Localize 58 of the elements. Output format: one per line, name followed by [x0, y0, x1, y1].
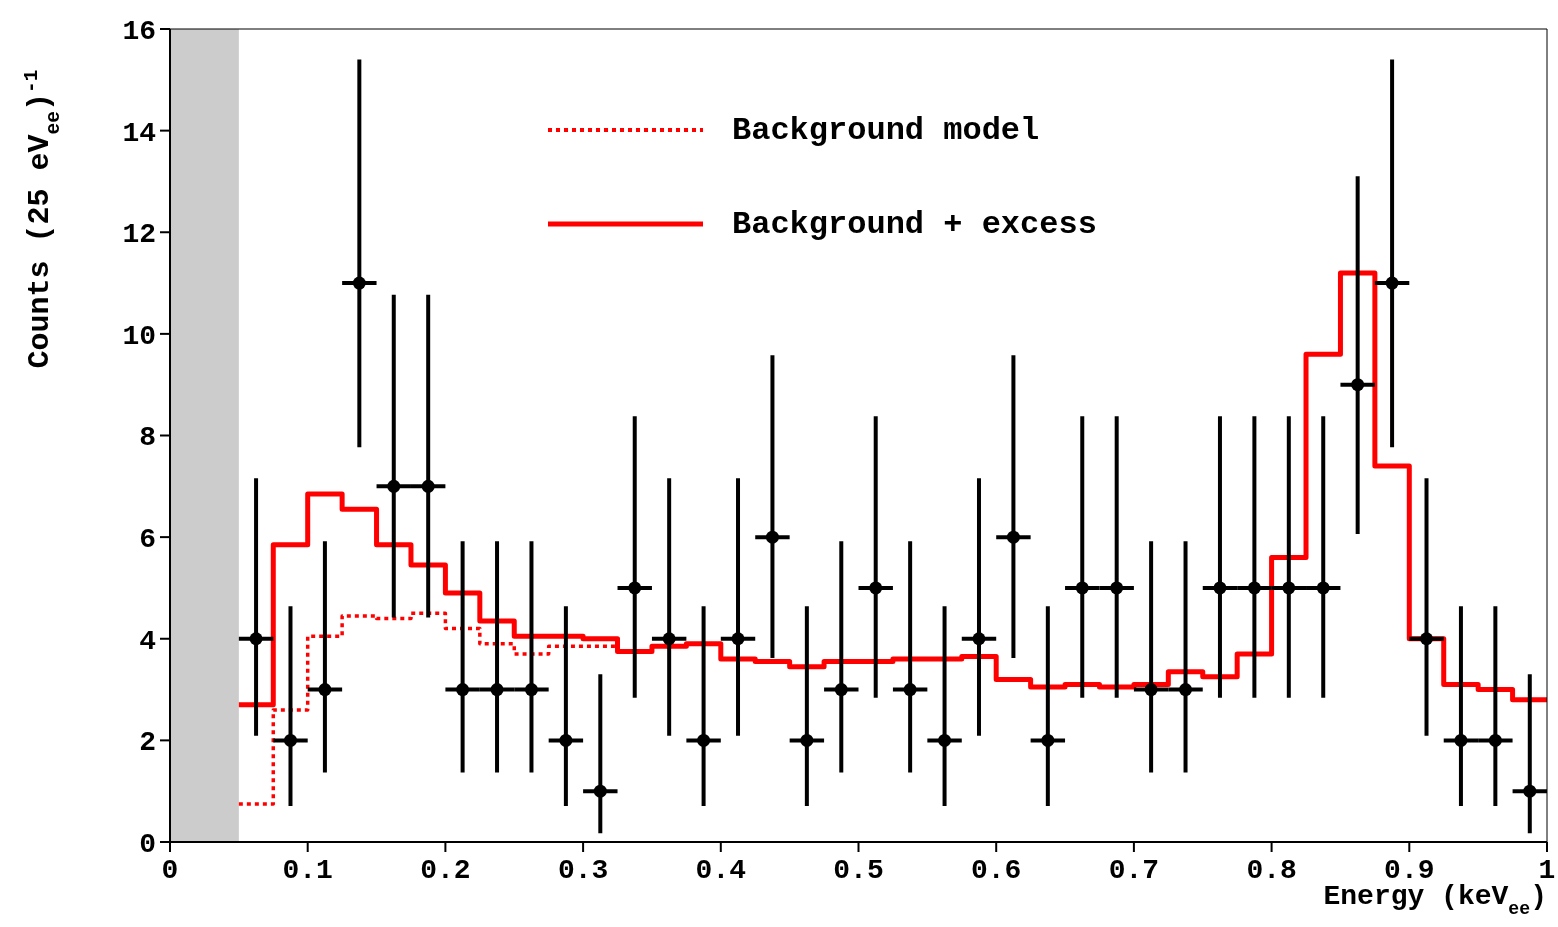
y-tick-label: 10	[122, 320, 156, 352]
point	[972, 632, 986, 646]
point	[1041, 733, 1055, 747]
point	[421, 479, 435, 493]
point	[903, 683, 917, 697]
point	[697, 733, 711, 747]
point	[1351, 378, 1365, 392]
y-tick-label: 8	[139, 422, 156, 454]
point	[869, 581, 883, 595]
x-tick-label: 0.5	[833, 854, 884, 886]
point	[765, 530, 779, 544]
legend-label: Background model	[732, 111, 1040, 149]
x-tick-label: 0.3	[557, 854, 609, 886]
point	[352, 276, 366, 290]
point	[731, 632, 745, 646]
x-tick-label: 0.8	[1246, 854, 1297, 886]
point	[1110, 581, 1124, 595]
legend-label: Background + excess	[732, 205, 1097, 243]
y-tick-label: 6	[139, 524, 156, 556]
point	[1523, 784, 1537, 798]
point	[490, 683, 504, 697]
x-tick-label: 0.7	[1108, 854, 1160, 886]
point	[456, 683, 470, 697]
point	[593, 784, 607, 798]
x-tick-label: 0.4	[695, 854, 747, 886]
x-tick-label: 0.1	[282, 854, 333, 886]
y-tick-label: 14	[122, 117, 156, 149]
y-tick-label: 2	[139, 727, 156, 759]
point	[559, 733, 573, 747]
point	[387, 479, 401, 493]
y-tick-label: 0	[139, 828, 156, 860]
point	[1488, 733, 1502, 747]
point	[1420, 632, 1434, 646]
point	[524, 683, 538, 697]
point	[1247, 581, 1261, 595]
point	[249, 632, 263, 646]
point	[1179, 683, 1193, 697]
y-tick-label: 16	[122, 15, 156, 47]
point	[1144, 683, 1158, 697]
point	[1075, 581, 1089, 595]
point	[1316, 581, 1330, 595]
y-tick-label: 12	[122, 219, 156, 251]
x-tick-label: 0	[161, 854, 179, 886]
point	[662, 632, 676, 646]
point	[1006, 530, 1020, 544]
y-tick-label: 4	[139, 625, 156, 657]
point	[800, 733, 814, 747]
x-tick-label: 0.2	[420, 854, 471, 886]
point	[283, 733, 297, 747]
point	[1282, 581, 1296, 595]
point	[834, 683, 848, 697]
point	[1213, 581, 1227, 595]
point	[318, 683, 332, 697]
point	[938, 733, 952, 747]
point	[1454, 733, 1468, 747]
point	[1385, 276, 1399, 290]
x-tick-label: 0.6	[970, 854, 1022, 886]
point	[628, 581, 642, 595]
